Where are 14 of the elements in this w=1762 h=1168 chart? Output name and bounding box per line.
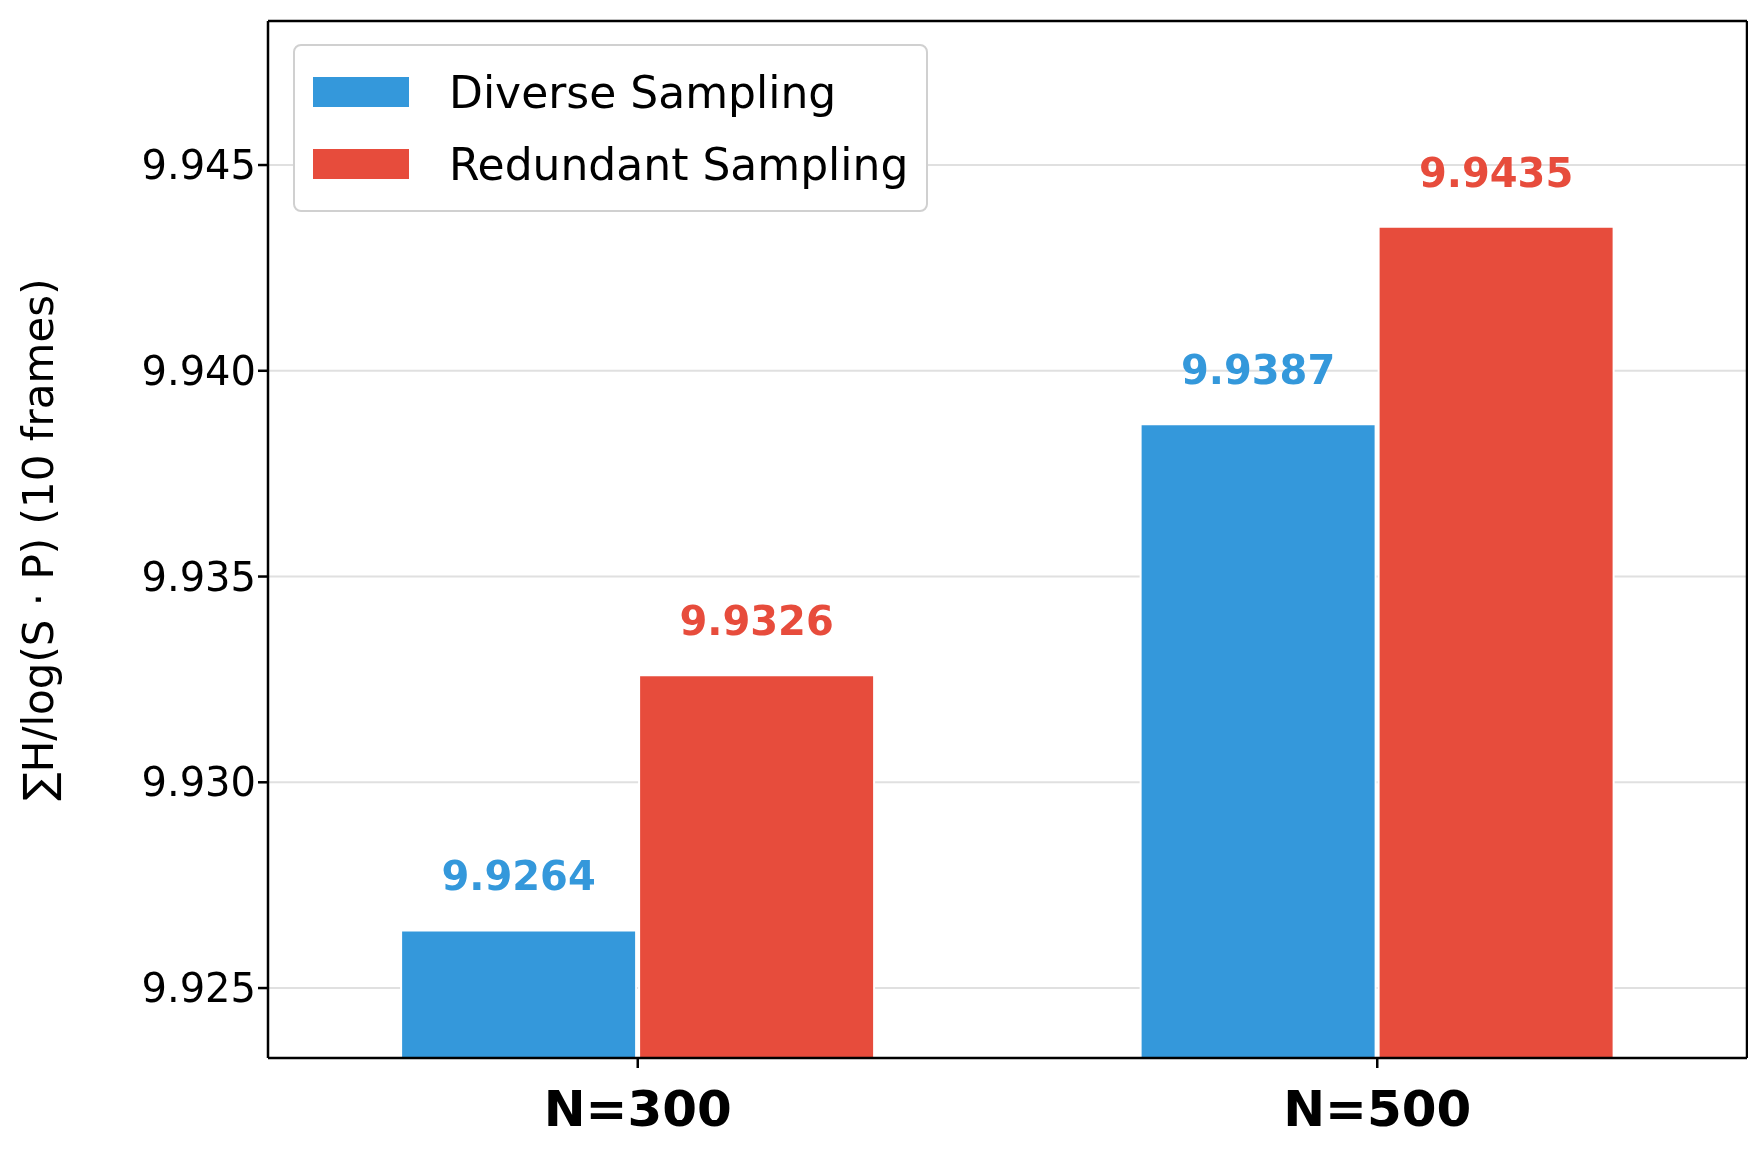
y-tick-label: 9.930 (141, 759, 256, 806)
data-label: 9.9435 (1418, 149, 1574, 196)
data-label: 9.9326 (679, 598, 834, 645)
y-tick-label: 9.935 (141, 553, 256, 600)
x-tick-label: N=300 (543, 1079, 732, 1138)
y-tick-label: 9.940 (141, 347, 256, 394)
y-tick-label: 9.945 (141, 142, 256, 189)
y-tick-label: 9.925 (141, 965, 256, 1012)
x-tick-label: N=500 (1283, 1079, 1472, 1138)
data-label: 9.9387 (1180, 347, 1336, 394)
y-axis-title: ∑H/log(S · P) (10 frames) (13, 278, 63, 801)
legend-label: Redundant Sampling (449, 138, 909, 190)
legend-label: Diverse Sampling (449, 66, 837, 118)
data-label: 9.9264 (441, 853, 596, 900)
